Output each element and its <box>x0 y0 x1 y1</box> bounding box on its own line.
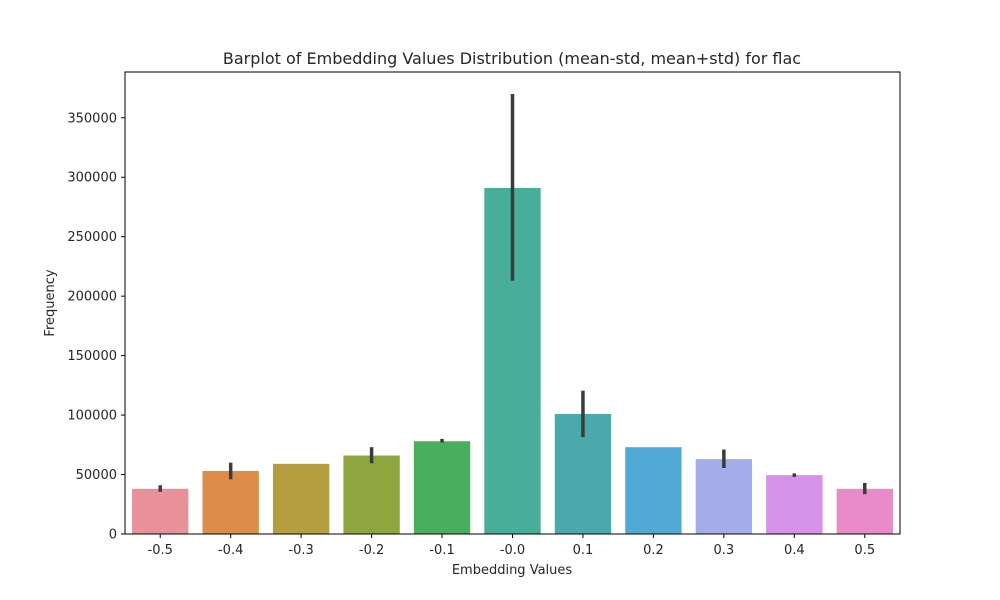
bar--0.4 <box>202 470 259 534</box>
x-tick-label: 0.3 <box>714 543 735 558</box>
bar--0.1 <box>413 441 471 534</box>
x-tick-label: -0.4 <box>218 543 243 558</box>
bar-0.3 <box>695 459 753 534</box>
y-tick-label: 150000 <box>67 349 117 364</box>
x-tick-label: -0.0 <box>500 543 525 558</box>
y-tick-label: 350000 <box>67 111 117 126</box>
x-tick-label: -0.5 <box>148 543 173 558</box>
y-tick-label: 50000 <box>76 468 117 483</box>
x-tick-label: 0.2 <box>643 543 664 558</box>
x-tick-label: -0.1 <box>429 543 454 558</box>
x-tick-label: -0.3 <box>288 543 313 558</box>
x-axis-ticks: -0.5 -0.4 -0.3 -0.2 -0.1 -0.0 0.1 0.2 0.3 0.4 0.5 <box>148 534 875 558</box>
x-tick-label: 0.4 <box>784 543 805 558</box>
y-axis-ticks: 0 50000 100000 150000 200000 250000 300000 3500… <box>67 111 125 543</box>
bar--0.3 <box>272 463 330 534</box>
bar-0.2 <box>625 447 682 534</box>
x-axis-label: Embedding Values <box>452 563 573 578</box>
error-bars-group <box>158 94 867 495</box>
bars-group <box>132 187 893 534</box>
bar-0.4 <box>766 475 823 534</box>
y-tick-label: 100000 <box>67 409 117 424</box>
y-tick-label: 0 <box>109 528 117 543</box>
x-tick-label: -0.2 <box>359 543 384 558</box>
y-tick-label: 300000 <box>67 171 117 186</box>
chart-title: Barplot of Embedding Values Distribution… <box>223 49 801 68</box>
x-tick-label: 0.1 <box>573 543 594 558</box>
bar--0.5 <box>132 488 189 534</box>
bar-0.5 <box>836 488 893 534</box>
y-axis-label: Frequency <box>43 269 58 336</box>
y-tick-label: 200000 <box>67 290 117 305</box>
y-tick-label: 250000 <box>67 230 117 245</box>
bar--0.2 <box>343 455 400 534</box>
x-tick-label: 0.5 <box>854 543 875 558</box>
